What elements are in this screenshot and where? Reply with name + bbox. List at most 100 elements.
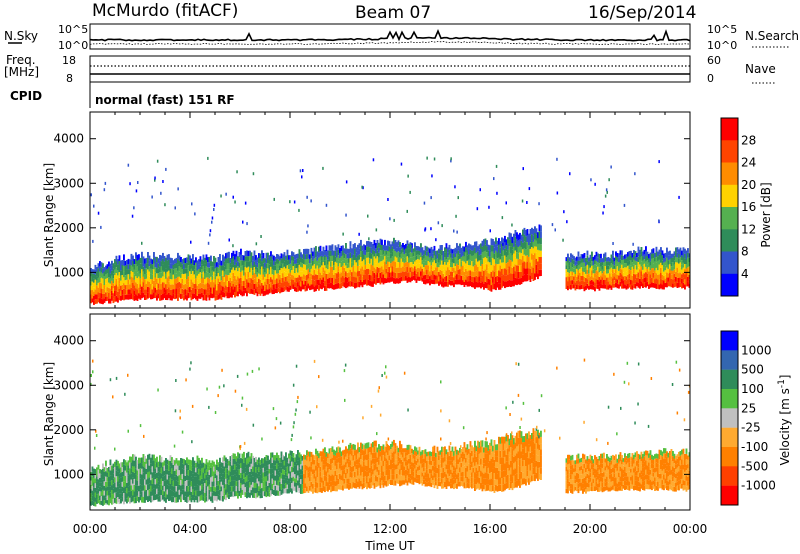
range-cell (216, 485, 218, 491)
range-cell (262, 253, 265, 259)
range-cell (309, 481, 311, 486)
range-cell (394, 256, 397, 262)
range-cell (384, 466, 386, 471)
range-cell (315, 274, 317, 280)
range-cell (451, 253, 454, 259)
range-cell (129, 462, 131, 469)
range-cell (123, 498, 125, 505)
range-cell (475, 275, 478, 282)
range-cell (220, 265, 223, 271)
range-cell (360, 262, 362, 269)
range-cell (678, 282, 680, 288)
range-cell (645, 246, 647, 252)
range-cell (588, 273, 590, 278)
range-cell (351, 248, 353, 253)
range-cell (492, 239, 494, 246)
range-cell (91, 490, 94, 496)
range-cell (102, 263, 104, 269)
range-cell (225, 457, 227, 463)
range-cell (439, 250, 442, 255)
range-cell (462, 260, 464, 266)
range-cell (307, 456, 310, 462)
range-cell (417, 259, 419, 264)
range-cell (378, 459, 380, 465)
range-cell (160, 289, 163, 295)
range-cell (318, 467, 320, 473)
range-cell (316, 260, 319, 266)
range-cell (630, 279, 632, 285)
range-cell (91, 481, 94, 486)
range-cell (225, 258, 227, 264)
range-cell (174, 279, 176, 284)
range-cell (246, 250, 248, 257)
range-cell (115, 481, 118, 488)
range-cell (288, 264, 290, 269)
range-cell (211, 284, 214, 290)
scatter-cell (234, 200, 236, 204)
range-cell (270, 266, 272, 272)
range-cell (187, 254, 190, 260)
range-cell (685, 268, 688, 273)
range-cell (457, 245, 460, 251)
range-cell (219, 468, 221, 474)
range-cell (177, 486, 179, 492)
scatter-cell (488, 205, 490, 209)
range-cell (507, 243, 509, 250)
range-cell (361, 245, 364, 251)
range-cell (339, 479, 341, 485)
range-cell (685, 250, 688, 255)
range-cell (108, 272, 110, 278)
range-cell (457, 255, 460, 261)
range-cell (328, 245, 331, 251)
range-cell (138, 254, 140, 260)
range-cell (127, 289, 130, 295)
range-cell (295, 268, 298, 273)
range-cell (568, 265, 571, 270)
range-cell (322, 251, 325, 257)
range-cell (672, 266, 674, 271)
range-cell (121, 472, 124, 477)
scatter-cell (127, 163, 130, 167)
range-cell (217, 267, 220, 273)
range-cell (250, 479, 253, 485)
range-cell (270, 271, 272, 278)
range-cell (381, 255, 383, 262)
range-cell (234, 475, 236, 481)
range-cell (682, 262, 685, 268)
range-cell (109, 283, 112, 289)
range-cell (505, 269, 508, 276)
scatter-cell (162, 180, 164, 183)
range-cell (262, 463, 265, 468)
range-cell (457, 250, 460, 256)
range-cell (112, 478, 115, 484)
range-cell (585, 277, 587, 282)
range-cell (268, 255, 271, 260)
range-cell (172, 260, 175, 265)
range-cell (424, 250, 427, 256)
range-cell (253, 488, 256, 493)
range-cell (321, 279, 323, 285)
range-cell (573, 276, 575, 281)
range-cell (253, 478, 256, 483)
range-cell (180, 278, 182, 284)
range-cell (324, 447, 326, 453)
range-cell (163, 271, 166, 278)
range-cell (330, 256, 332, 262)
range-cell (679, 247, 682, 253)
range-cell (669, 281, 671, 287)
range-cell (93, 273, 95, 279)
range-cell (315, 246, 317, 252)
range-cell (352, 244, 355, 250)
range-cell (234, 286, 236, 292)
range-cell (274, 270, 277, 275)
range-cell (408, 248, 410, 254)
range-cell (96, 285, 98, 290)
range-cell (294, 273, 296, 278)
range-cell (453, 282, 455, 288)
range-cell (310, 471, 313, 477)
range-cell (127, 481, 130, 487)
range-cell (367, 263, 370, 269)
range-cell (271, 483, 274, 489)
range-cell (231, 264, 233, 270)
range-cell (100, 483, 103, 488)
